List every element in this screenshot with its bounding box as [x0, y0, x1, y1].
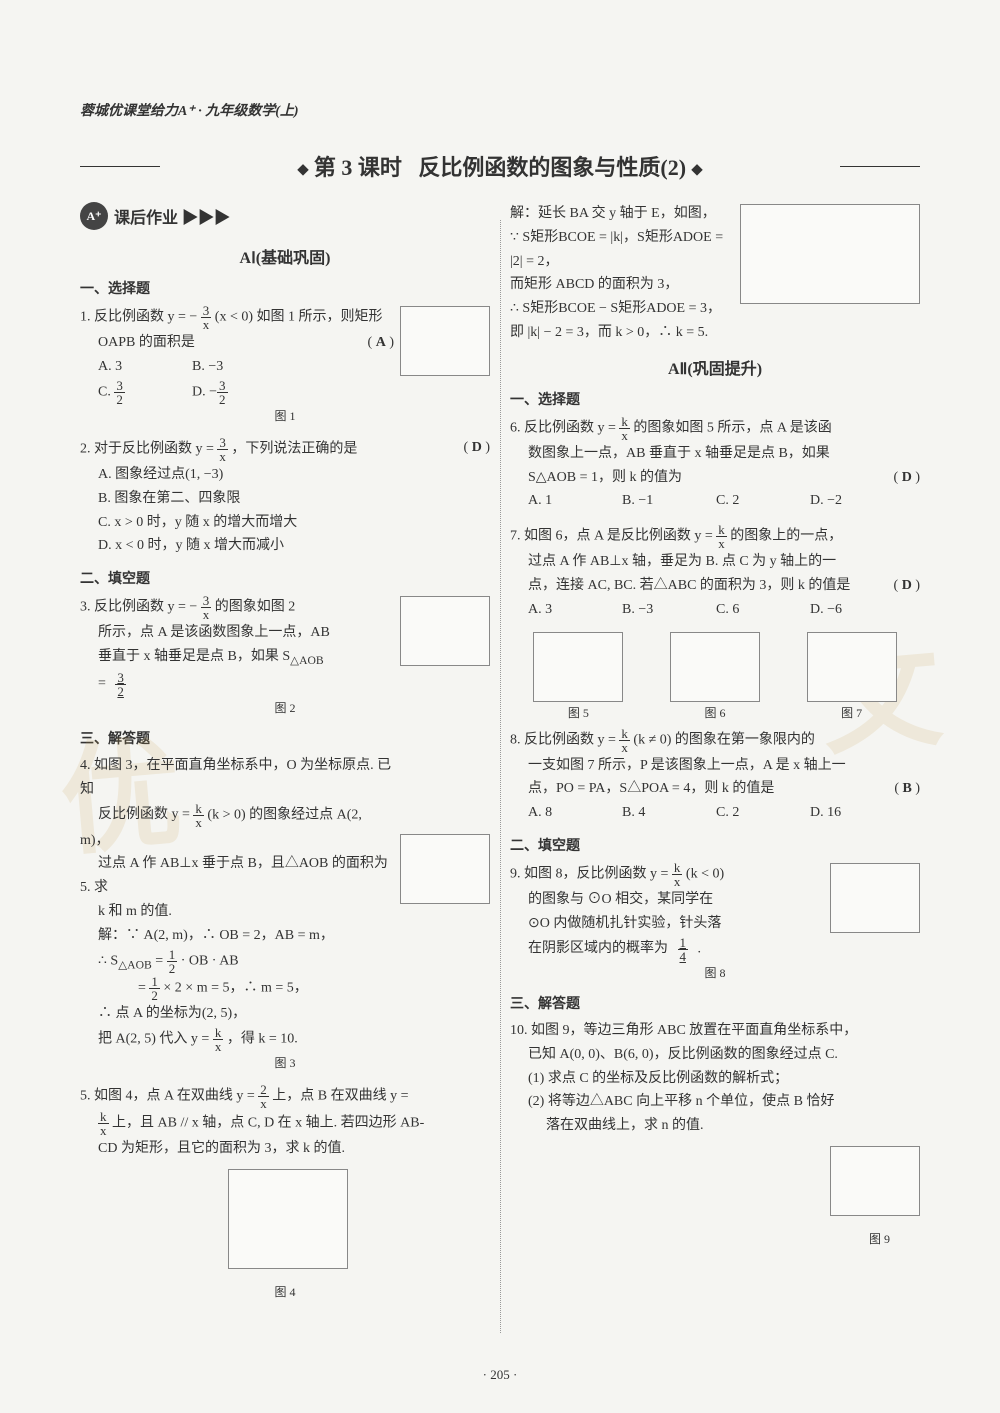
figure-2: [400, 596, 490, 666]
figure-4-label: 图 4: [80, 1282, 490, 1302]
diamond-left-icon: ◆: [298, 162, 309, 177]
column-divider: [500, 220, 501, 1333]
answer-3: 32: [109, 671, 132, 698]
solution-4: 解：∵ A(2, m)，∴ OB = 2，AB = m， ∴ S△AOB = 1…: [98, 924, 490, 1053]
figure-5: [533, 632, 623, 702]
right-column: 解：延长 BA 交 y 轴于 E，如图， ∵ S矩形BCOE = |k|，S矩形…: [510, 202, 920, 1312]
question-2: 2. 对于反比例函数 y = 3x ，下列说法正确的是 ( D ) A. 图象经…: [80, 436, 490, 558]
badge-icon: A⁺: [80, 202, 108, 230]
figure-8: [830, 863, 920, 933]
answer-6: ( D ): [894, 466, 920, 490]
figure-6: [670, 632, 760, 702]
solution-5-top: 解：延长 BA 交 y 轴于 E，如图， ∵ S矩形BCOE = |k|，S矩形…: [510, 202, 920, 345]
figure-3: [400, 834, 490, 904]
figure-4: [228, 1169, 348, 1269]
heading-solve-left: 三、解答题: [80, 728, 490, 748]
answer-7: ( D ): [894, 574, 920, 598]
answer-2: ( D ): [464, 436, 490, 460]
answer-9: 14: [672, 936, 695, 963]
heading-choice-left: 一、选择题: [80, 278, 490, 298]
answer-8: ( B ): [894, 777, 920, 801]
question-4: 4. 如图 3，在平面直角坐标系中，O 为坐标原点. 已知 反比例函数 y = …: [80, 754, 490, 1073]
figure-row-567: 图 5 图 6 图 7: [510, 632, 920, 721]
homework-label: 课后作业 ▶▶▶: [114, 204, 230, 228]
question-1: 1. 反比例函数 y = − 3x (x < 0) 如图 1 所示，则矩形 OA…: [80, 304, 490, 426]
section-a1-title: AⅠ(基础巩固): [80, 244, 490, 268]
lesson-name: 反比例函数的图象与性质(2): [418, 155, 686, 180]
figure-7: [807, 632, 897, 702]
question-6: 6. 反比例函数 y = kx 的图象如图 5 所示，点 A 是该函 数图象上一…: [510, 415, 920, 513]
answer-1: ( A ): [368, 331, 394, 355]
heading-choice-right: 一、选择题: [510, 389, 920, 409]
figure-3-label: 图 3: [80, 1053, 490, 1073]
heading-fill-left: 二、填空题: [80, 568, 490, 588]
figure-1: [400, 306, 490, 376]
section-a2-title: AⅡ(巩固提升): [510, 355, 920, 379]
homework-badge: A⁺ 课后作业 ▶▶▶: [80, 202, 230, 230]
question-10: 10. 如图 9，等边三角形 ABC 放置在平面直角坐标系中， 已知 A(0, …: [510, 1019, 920, 1249]
question-3: 3. 反比例函数 y = − 3x 的图象如图 2 所示，点 A 是该函数图象上…: [80, 594, 490, 718]
page-header: 蓉城优课堂给力A⁺ · 九年级数学(上): [80, 100, 920, 120]
figure-solution-top: [740, 204, 920, 304]
question-5: 5. 如图 4，点 A 在双曲线 y = 2x 上，点 B 在双曲线 y = k…: [80, 1083, 490, 1302]
lesson-number: 第 3 课时: [314, 155, 402, 180]
figure-2-label: 图 2: [80, 698, 490, 718]
question-8: 8. 反比例函数 y = kx (k ≠ 0) 的图象在第一象限内的 一支如图 …: [510, 727, 920, 825]
figure-1-label: 图 1: [80, 406, 490, 426]
lesson-title: ◆ 第 3 课时 反比例函数的图象与性质(2) ◆: [80, 150, 920, 182]
diamond-right-icon: ◆: [692, 162, 703, 177]
heading-fill-right: 二、填空题: [510, 835, 920, 855]
question-7: 7. 如图 6，点 A 是反比例函数 y = kx 的图象上的一点， 过点 A …: [510, 523, 920, 621]
page-number: · 205 ·: [0, 1367, 1000, 1383]
left-column: A⁺ 课后作业 ▶▶▶ AⅠ(基础巩固) 一、选择题 1. 反比例函数 y = …: [80, 202, 490, 1312]
figure-9: [830, 1146, 920, 1216]
question-9: 9. 如图 8，反比例函数 y = kx (k < 0) 的图象与 ⊙O 相交，…: [510, 861, 920, 983]
figure-9-label: 图 9: [510, 1229, 920, 1249]
heading-solve-right: 三、解答题: [510, 993, 920, 1013]
figure-8-label: 图 8: [510, 963, 920, 983]
